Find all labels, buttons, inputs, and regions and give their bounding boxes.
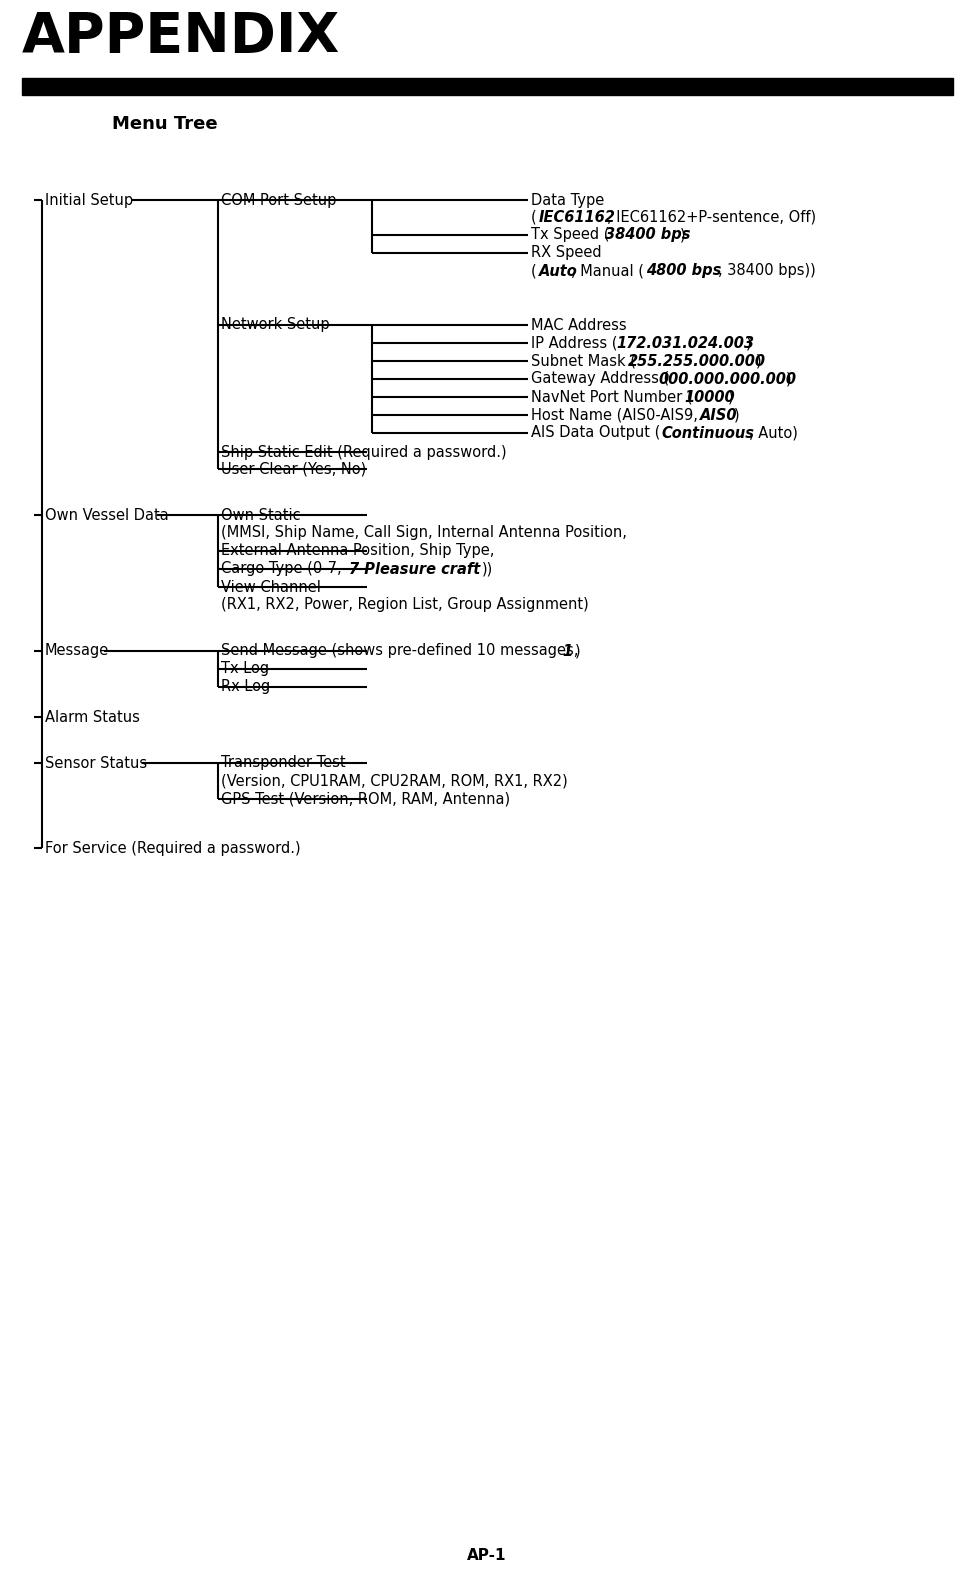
Text: , Manual (: , Manual ( <box>571 264 644 278</box>
Text: Sensor Status: Sensor Status <box>45 756 147 770</box>
Text: 000.000.000.000: 000.000.000.000 <box>658 372 796 386</box>
Text: Menu Tree: Menu Tree <box>112 115 217 133</box>
Text: Rx Log: Rx Log <box>221 680 270 694</box>
Text: For Service (Required a password.): For Service (Required a password.) <box>45 840 300 856</box>
Text: (: ( <box>531 209 537 225</box>
Text: , Auto): , Auto) <box>749 426 798 440</box>
Text: 38400 bps: 38400 bps <box>605 228 690 242</box>
Text: Subnet Mask (: Subnet Mask ( <box>531 353 636 369</box>
Text: External Antenna Position, Ship Type,: External Antenna Position, Ship Type, <box>221 544 494 558</box>
Text: (MMSI, Ship Name, Call Sign, Internal Antenna Position,: (MMSI, Ship Name, Call Sign, Internal An… <box>221 525 627 541</box>
Text: , IEC61162+P-sentence, Off): , IEC61162+P-sentence, Off) <box>607 209 816 225</box>
Text: 7 Pleasure craft: 7 Pleasure craft <box>349 562 481 576</box>
Text: Initial Setup: Initial Setup <box>45 193 134 207</box>
Text: User Clear (Yes, No): User Clear (Yes, No) <box>221 462 367 476</box>
Text: Host Name (AIS0-AIS9,: Host Name (AIS0-AIS9, <box>531 408 703 422</box>
Text: 255.255.000.000: 255.255.000.000 <box>628 353 766 369</box>
Text: GPS Test (Version, ROM, RAM, Antenna): GPS Test (Version, ROM, RAM, Antenna) <box>221 791 510 807</box>
Text: (: ( <box>531 264 537 278</box>
Text: Tx Speed (: Tx Speed ( <box>531 228 609 242</box>
Text: RX Speed: RX Speed <box>531 245 602 261</box>
Text: Data Type: Data Type <box>531 193 604 207</box>
Text: Continuous: Continuous <box>661 426 754 440</box>
Text: ): ) <box>786 372 792 386</box>
Text: IP Address (: IP Address ( <box>531 335 617 351</box>
Text: AP-1: AP-1 <box>467 1547 507 1563</box>
Text: ): ) <box>680 228 685 242</box>
Text: MAC Address: MAC Address <box>531 318 627 332</box>
Text: )): )) <box>482 562 493 576</box>
Text: APPENDIX: APPENDIX <box>22 9 340 63</box>
Text: Network Setup: Network Setup <box>221 318 330 332</box>
Text: Own Static: Own Static <box>221 508 300 522</box>
Text: IEC61162: IEC61162 <box>539 209 616 225</box>
Text: ): ) <box>728 389 733 405</box>
Text: Gateway Address (: Gateway Address ( <box>531 372 669 386</box>
Text: Tx Log: Tx Log <box>221 661 269 677</box>
Text: ): ) <box>746 335 752 351</box>
Text: , 38400 bps)): , 38400 bps)) <box>718 264 816 278</box>
Text: AIS Data Output (: AIS Data Output ( <box>531 426 660 440</box>
Text: 10000: 10000 <box>684 389 734 405</box>
Text: (Version, CPU1RAM, CPU2RAM, ROM, RX1, RX2): (Version, CPU1RAM, CPU2RAM, ROM, RX1, RX… <box>221 774 567 788</box>
Text: Own Vessel Data: Own Vessel Data <box>45 508 169 522</box>
Text: 1: 1 <box>562 644 572 658</box>
Text: COM Port Setup: COM Port Setup <box>221 193 336 207</box>
Text: Cargo Type (0-7,: Cargo Type (0-7, <box>221 562 346 576</box>
Text: Message: Message <box>45 644 109 658</box>
Text: 4800 bps: 4800 bps <box>646 264 722 278</box>
Text: Auto: Auto <box>539 264 578 278</box>
Text: Transponder Test: Transponder Test <box>221 756 345 770</box>
Text: Send Message (shows pre-defined 10 messages,: Send Message (shows pre-defined 10 messa… <box>221 644 583 658</box>
Text: NavNet Port Number (: NavNet Port Number ( <box>531 389 692 405</box>
Text: ): ) <box>756 353 761 369</box>
Text: View Channel: View Channel <box>221 579 321 595</box>
Text: Alarm Status: Alarm Status <box>45 709 139 725</box>
Text: ): ) <box>734 408 740 422</box>
Text: AIS0: AIS0 <box>700 408 737 422</box>
Text: 172.031.024.003: 172.031.024.003 <box>616 335 754 351</box>
Text: Ship Static Edit (Required a password.): Ship Static Edit (Required a password.) <box>221 445 507 459</box>
Bar <box>22 78 953 95</box>
Text: (RX1, RX2, Power, Region List, Group Assignment): (RX1, RX2, Power, Region List, Group Ass… <box>221 598 589 612</box>
Text: ): ) <box>575 644 581 658</box>
